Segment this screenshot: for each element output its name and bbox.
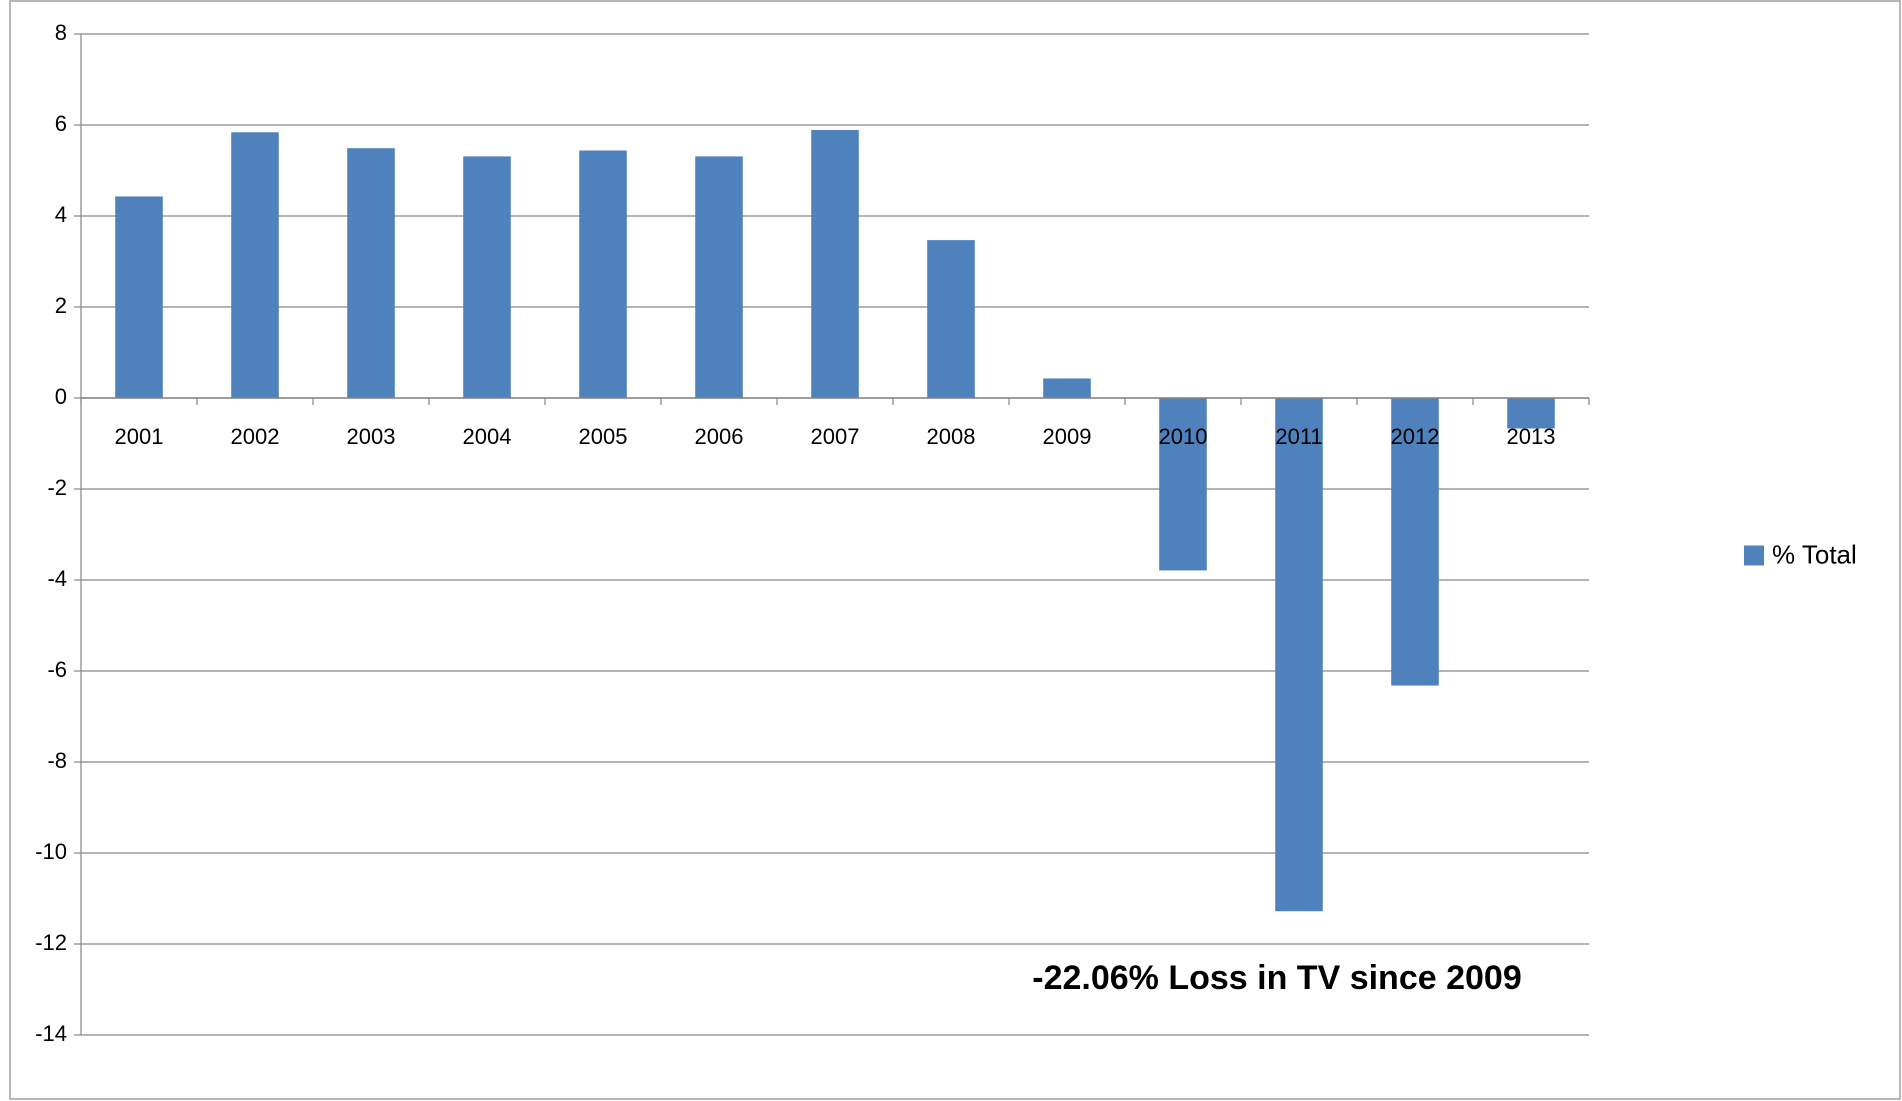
x-tick-label: 2012 [1391, 424, 1440, 449]
y-tick-label: -12 [35, 930, 67, 955]
y-tick-label: -8 [47, 748, 67, 773]
bar [1391, 398, 1439, 686]
chart-border [9, 0, 1901, 1100]
x-tick-label: 2011 [1275, 424, 1322, 449]
x-tick-label: 2013 [1507, 424, 1556, 449]
bar [1043, 378, 1091, 398]
x-tick-label: 2009 [1043, 424, 1092, 449]
x-tick-label: 2003 [347, 424, 396, 449]
x-tick-label: 2006 [695, 424, 744, 449]
bar [231, 132, 279, 398]
bar [695, 156, 743, 398]
y-tick-label: 0 [55, 384, 67, 409]
x-tick-label: 2007 [811, 424, 860, 449]
y-tick-label: 2 [55, 293, 67, 318]
bar [115, 196, 163, 398]
bar [579, 150, 627, 398]
annotation: -22.06% Loss in TV since 2009 [1032, 959, 1521, 997]
y-tick-label: -4 [47, 566, 67, 591]
x-tick-label: 2005 [579, 424, 628, 449]
x-tick-label: 2010 [1159, 424, 1208, 449]
bar [347, 148, 395, 398]
y-tick-label: 8 [55, 20, 67, 45]
y-tick-label: -10 [35, 839, 67, 864]
legend-label: % Total [1772, 539, 1857, 569]
bar [1275, 398, 1323, 912]
y-tick-label: 6 [55, 111, 67, 136]
y-tick-label: -14 [35, 1021, 67, 1046]
y-tick-label: 4 [55, 202, 67, 227]
bar [811, 130, 859, 398]
x-tick-label: 2004 [463, 424, 512, 449]
bar [1159, 398, 1207, 571]
legend-swatch [1744, 545, 1764, 566]
bar [927, 240, 975, 398]
y-tick-label: -2 [47, 475, 67, 500]
bar [463, 156, 511, 398]
x-tick-label: 2002 [231, 424, 280, 449]
x-tick-label: 2008 [927, 424, 976, 449]
y-tick-label: -6 [47, 657, 67, 682]
bar [1507, 398, 1555, 429]
x-tick-label: 2001 [115, 424, 164, 449]
